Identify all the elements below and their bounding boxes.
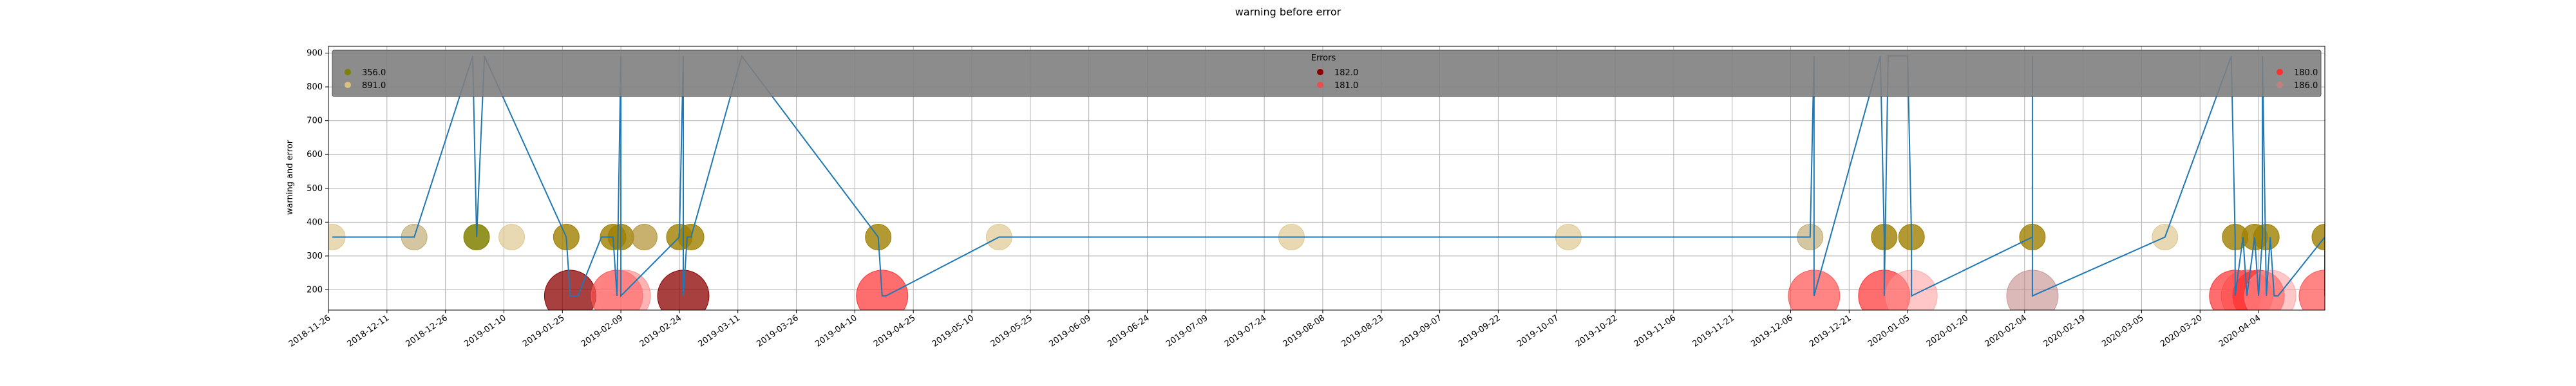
x-tick-label: 2018-12-11 [346, 313, 392, 349]
x-tick-label: 2019-03-11 [697, 313, 743, 349]
x-tick-label: 2019-08-23 [1340, 313, 1386, 349]
scatter-point [630, 223, 658, 250]
x-tick-label: 2019-02-09 [580, 313, 625, 349]
axes-frame [328, 46, 2325, 311]
x-tick-label: 2019-01-10 [462, 313, 508, 349]
series-line [332, 54, 2325, 298]
x-tick-label: 2019-10-07 [1515, 313, 1561, 349]
legend-box [332, 50, 2322, 97]
x-tick-label: 2019-03-26 [755, 313, 800, 349]
x-tick-label: 2019-05-10 [931, 313, 976, 349]
legend-marker [2277, 69, 2283, 75]
x-tick-label: 2019-05-25 [989, 313, 1035, 349]
legend-marker [2277, 82, 2283, 88]
x-tick-label: 2020-04-04 [2217, 313, 2263, 349]
legend-marker [1317, 69, 1323, 75]
y-tick-label: 800 [307, 82, 323, 92]
x-tick-label: 2019-11-21 [1690, 313, 1736, 349]
scatter-point [498, 223, 526, 250]
x-tick-label: 2019-10-22 [1574, 313, 1620, 349]
x-tick-label: 2019-04-10 [813, 313, 859, 349]
x-tick-label: 2020-01-20 [1925, 313, 1971, 349]
x-tick-label: 2018-11-26 [287, 313, 333, 349]
y-tick-label: 200 [307, 285, 323, 295]
legend-label: 186.0 [2294, 81, 2318, 91]
y-tick-label: 600 [307, 150, 323, 160]
x-tick-label: 2019-06-09 [1047, 313, 1093, 349]
x-tick-label: 2019-04-25 [872, 313, 918, 349]
legend-marker [1317, 82, 1323, 88]
legend-title: Errors [1311, 53, 1336, 63]
x-tick-label: 2019-12-21 [1808, 313, 1853, 349]
legend-label: 181.0 [1334, 81, 1358, 91]
data-layer [328, 54, 2325, 310]
legend-marker [345, 82, 351, 88]
chart-title: warning before error [1235, 6, 1341, 18]
x-tick-label: 2019-01-25 [521, 313, 567, 349]
x-tick-label: 2019-12-06 [1749, 313, 1795, 349]
y-tick-label: 300 [307, 252, 323, 261]
legend-label: 182.0 [1334, 68, 1358, 78]
y-tick-label: 900 [307, 49, 323, 59]
scatter-point [2298, 270, 2325, 310]
y-tick-label: 700 [307, 116, 323, 126]
x-tick-label: 2019-07-09 [1164, 313, 1210, 349]
x-tick-label: 2019-06-24 [1106, 313, 1151, 349]
scatter-point [2311, 223, 2325, 250]
scatter-point [2253, 223, 2280, 250]
scatter-point [598, 270, 651, 310]
x-tick-label: 2019-11-06 [1633, 313, 1678, 349]
x-tick-label: 2019-09-07 [1398, 313, 1444, 349]
x-tick-label: 2020-03-20 [2159, 313, 2204, 349]
x-tick-label: 2018-12-26 [404, 313, 450, 349]
legend-label: 891.0 [362, 81, 386, 91]
x-tick-label: 2020-02-04 [1984, 313, 2029, 349]
x-tick-label: 2019-09-22 [1457, 313, 1502, 349]
x-tick-label: 2020-03-05 [2100, 313, 2146, 349]
y-axis-label: warning and error [285, 140, 295, 215]
scatter-point [2244, 270, 2297, 310]
plot-area: 200 300 400 500 600 700 800 900 2018-11-26 2018-1… [287, 46, 2325, 349]
y-tick-label: 500 [307, 184, 323, 194]
x-tick-label: 2020-02-19 [2041, 313, 2087, 349]
x-tick-label: 2019-02-24 [638, 313, 684, 349]
x-tick-label: 2019-07-24 [1223, 313, 1269, 349]
legend-label: 356.0 [362, 68, 386, 78]
legend-label: 180.0 [2294, 68, 2318, 78]
y-tick-label: 400 [307, 217, 323, 227]
x-tick-label: 2020-01-05 [1866, 313, 1912, 349]
legend-marker [345, 69, 351, 75]
x-tick-label: 2019-08-08 [1282, 313, 1327, 349]
